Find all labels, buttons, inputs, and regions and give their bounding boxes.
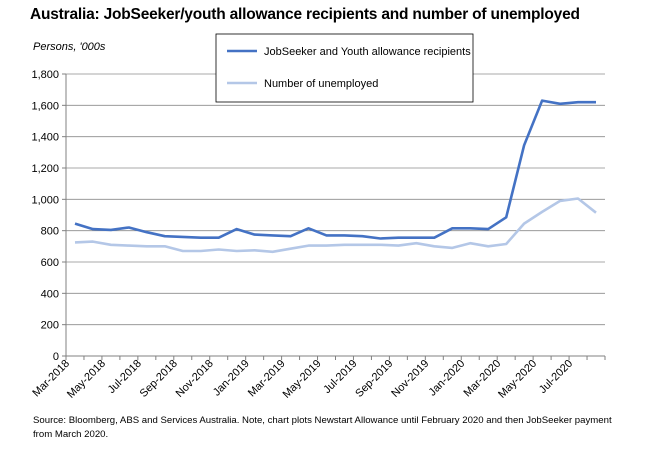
y-tick-label: 1,000: [31, 194, 59, 206]
x-tick-label: May-2018: [65, 358, 108, 401]
y-tick-label: 1,800: [31, 69, 59, 81]
source-note: Source: Bloomberg, ABS and Services Aust…: [33, 415, 612, 440]
y-tick-label: 400: [41, 288, 59, 300]
series-lines: [74, 99, 597, 254]
y-axis-ticks: 0 200 400 600 800 1,000 1,200 1,400 1,600 1,800: [31, 69, 66, 363]
y-tick-label: 200: [41, 320, 59, 332]
series-line-unemployed: [74, 197, 597, 254]
x-tick-label: May-2020: [496, 358, 539, 401]
y-tick-label: 600: [41, 257, 59, 269]
legend-label-jobseeker: JobSeeker and Youth allowance recipients: [264, 46, 471, 58]
y-tick-label: 1,400: [31, 132, 59, 144]
legend: JobSeeker and Youth allowance recipients…: [215, 33, 474, 103]
x-tick-label: Sep-2019: [353, 358, 395, 400]
x-tick-label: Nov-2018: [174, 358, 216, 400]
x-tick-label: Jul-2020: [537, 358, 575, 396]
x-tick-label: May-2019: [281, 358, 324, 401]
x-axis-ticks: Mar-2018May-2018Jul-2018Sep-2018Nov-2018…: [30, 356, 606, 401]
y-axis-unit-label: Persons, '000s: [33, 41, 106, 53]
legend-box: [215, 33, 474, 103]
y-tick-label: 0: [53, 351, 59, 363]
x-tick-label: Nov-2019: [389, 358, 431, 400]
chart-title: Australia: JobSeeker/youth allowance rec…: [30, 6, 580, 23]
x-tick-label: Jan-2020: [426, 358, 467, 399]
x-tick-label: Sep-2018: [138, 358, 180, 400]
y-tick-label: 800: [41, 226, 59, 238]
x-tick-label: Jan-2019: [211, 358, 252, 399]
y-tick-label: 1,600: [31, 100, 59, 112]
series-line-jobseeker: [74, 99, 596, 240]
legend-label-unemployed: Number of unemployed: [264, 78, 378, 90]
y-tick-label: 1,200: [31, 163, 59, 175]
gridlines: [66, 73, 605, 326]
